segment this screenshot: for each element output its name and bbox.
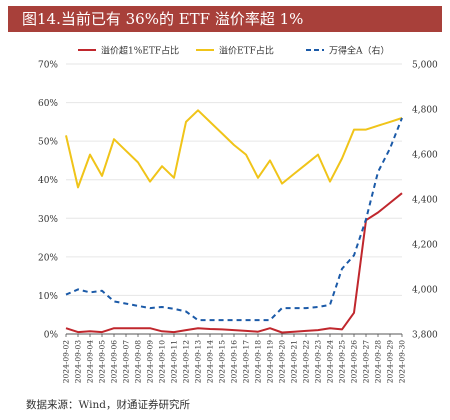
x-tick-label: 2024-09-11 [170, 340, 179, 383]
x-tick-label: 2024-09-08 [134, 340, 143, 383]
series-line [65, 109, 403, 189]
x-tick-label: 2024-09-16 [230, 340, 239, 383]
x-tick-label: 2024-09-19 [266, 340, 275, 383]
right-tick-label: 4,600 [412, 151, 438, 161]
x-tick-label: 2024-09-25 [338, 340, 347, 383]
series-line [65, 192, 403, 334]
x-tick-label: 2024-09-03 [74, 340, 83, 383]
x-tick-label: 2024-09-23 [314, 340, 323, 383]
chart-title: 图14.当前已有 36%的 ETF 溢价率超 1% [8, 6, 442, 32]
right-tick-label: 4,000 [412, 286, 438, 296]
series-line [65, 117, 403, 322]
x-tick-label: 2024-09-30 [398, 340, 407, 383]
x-tick-label: 2024-09-22 [302, 340, 311, 383]
x-tick-label: 2024-09-06 [110, 340, 119, 383]
left-tick-label: 50% [38, 138, 58, 148]
left-tick-label: 40% [38, 176, 58, 186]
left-tick-label: 70% [38, 61, 58, 71]
chart: 0% 10% 20% 30% 40% 50% 60% 70% 3,800 4,000 4,200 4… [38, 45, 438, 384]
x-tick-label: 2024-09-17 [242, 340, 251, 383]
x-tick-label: 2024-09-14 [206, 340, 215, 383]
x-tick-label: 2024-09-20 [278, 340, 287, 383]
right-axis-ticks: 3,800 4,000 4,200 4,400 4,600 4,800 5,000 [412, 61, 438, 341]
x-tick-label: 2024-09-09 [146, 340, 155, 383]
source-note: 数据来源：Wind，财通证券研究所 [26, 399, 190, 411]
x-tick-label: 2024-09-18 [254, 340, 263, 383]
right-tick-label: 4,200 [412, 241, 438, 251]
legend: 溢价超1%ETF占比 溢价ETF占比 万得全A（右） [78, 45, 390, 57]
legend-label: 溢价超1%ETF占比 [101, 45, 179, 57]
left-tick-label: 30% [38, 215, 58, 225]
x-tick-label: 2024-09-05 [98, 340, 107, 383]
left-tick-label: 10% [38, 292, 58, 302]
x-axis-ticks: 2024-09-02 2024-09-03 2024-09-04 2024-09-05… [62, 334, 407, 383]
right-tick-label: 4,400 [412, 196, 438, 206]
x-tick-label: 2024-09-26 [350, 340, 359, 383]
left-tick-label: 20% [38, 253, 58, 263]
legend-label: 溢价ETF占比 [219, 45, 274, 57]
x-tick-label: 2024-09-27 [362, 340, 371, 383]
x-tick-label: 2024-09-04 [86, 340, 95, 383]
right-tick-label: 3,800 [412, 331, 438, 341]
x-tick-label: 2024-09-15 [218, 340, 227, 383]
left-tick-label: 0% [44, 331, 59, 341]
x-tick-label: 2024-09-02 [62, 340, 71, 383]
left-tick-label: 60% [38, 99, 58, 109]
x-tick-label: 2024-09-13 [194, 340, 203, 383]
legend-label: 万得全A（右） [329, 45, 390, 57]
right-tick-label: 5,000 [412, 61, 438, 71]
chart-gridlines [66, 63, 402, 335]
series-lines [65, 109, 403, 334]
left-axis-ticks: 0% 10% 20% 30% 40% 50% 60% 70% [38, 61, 58, 341]
x-tick-label: 2024-09-24 [326, 340, 335, 383]
x-tick-label: 2024-09-07 [122, 340, 131, 383]
x-tick-label: 2024-09-29 [386, 340, 395, 383]
x-tick-label: 2024-09-28 [374, 340, 383, 383]
x-tick-label: 2024-09-21 [290, 340, 299, 383]
x-tick-label: 2024-09-10 [158, 340, 167, 383]
right-tick-label: 4,800 [412, 106, 438, 116]
x-tick-label: 2024-09-12 [182, 340, 191, 383]
